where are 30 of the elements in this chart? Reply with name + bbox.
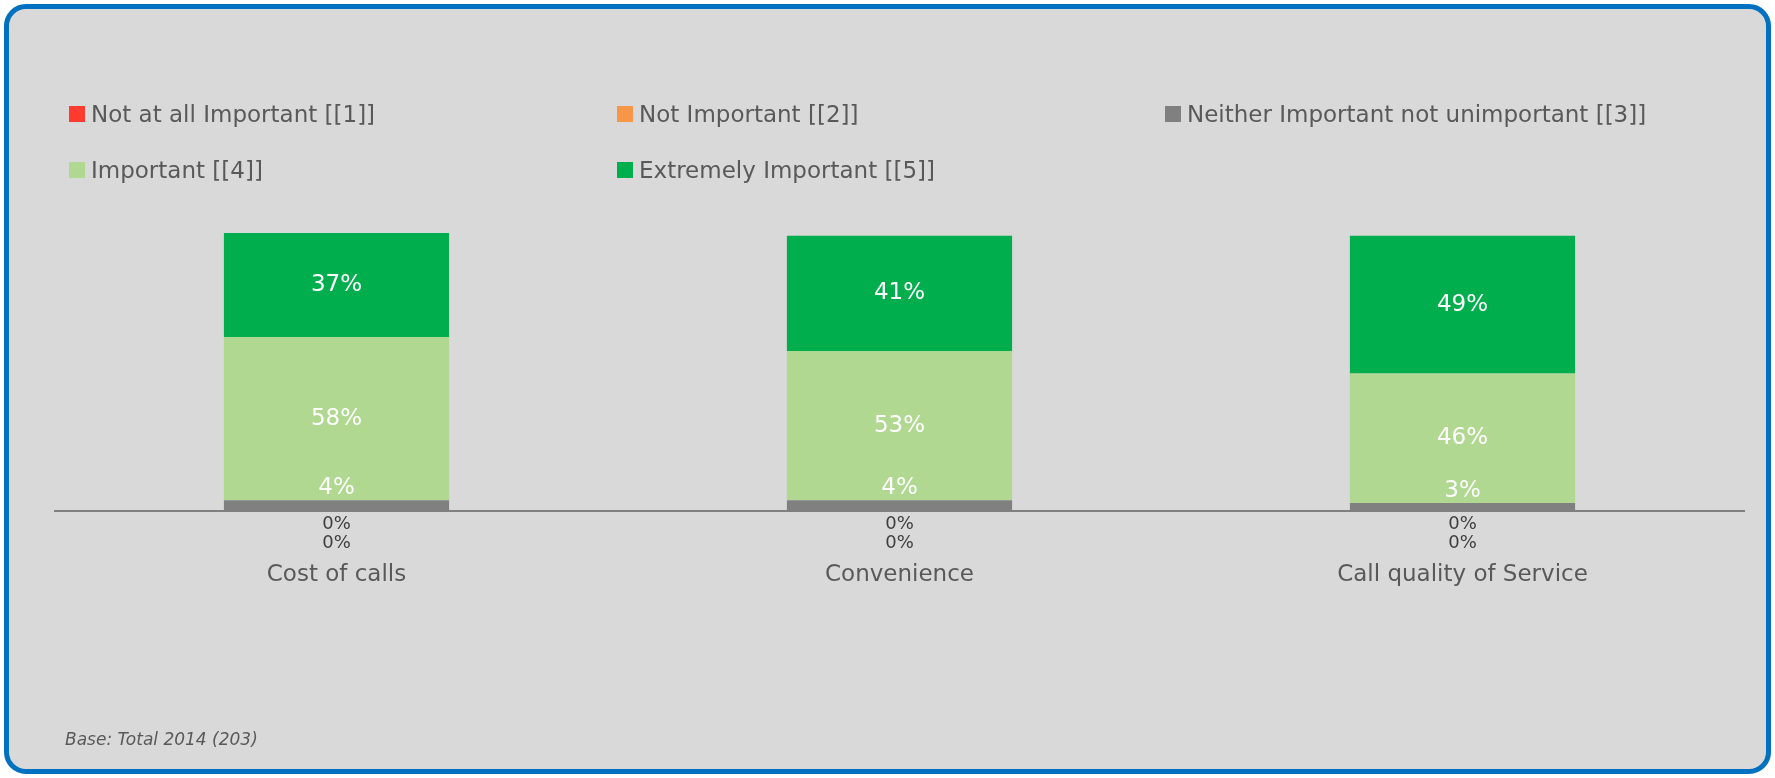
data-label: 37% (310, 269, 363, 296)
legend-label: Extremely Important [[5]] (639, 157, 935, 183)
bar (223, 337, 450, 501)
bar (1349, 235, 1576, 374)
data-label: 4% (881, 473, 918, 500)
data-label: 4% (318, 473, 355, 500)
legend-label: Neither Important not unimportant [[3]] (1187, 101, 1647, 127)
bar (786, 235, 1013, 352)
data-label: 0% (885, 512, 914, 534)
bar (223, 233, 450, 338)
data-label: 0% (1448, 512, 1477, 534)
text: Base: Total 2014 (203) (65, 729, 258, 749)
x-tick-label: Convenience (825, 560, 974, 587)
data-label: 41% (873, 278, 926, 305)
bar (1349, 373, 1576, 503)
data-label: 3% (1444, 475, 1481, 502)
x-tick-label: Cost of calls (266, 560, 407, 587)
legend-label: Important [[4]] (91, 157, 263, 183)
legend-label: Not at all Important [[1]] (91, 101, 376, 127)
data-label: 53% (873, 410, 926, 437)
data-label: 58% (310, 403, 363, 430)
data-label: 0% (322, 512, 351, 534)
data-label: 0% (885, 531, 914, 553)
data-label: 0% (322, 531, 351, 553)
data-label: 46% (1436, 423, 1489, 450)
data-label: 0% (1448, 531, 1477, 553)
bar (786, 351, 1013, 501)
x-tick-label: Call quality of Service (1337, 560, 1588, 587)
legend-label: Not Important [[2]] (639, 101, 859, 127)
data-label: 49% (1436, 289, 1489, 316)
